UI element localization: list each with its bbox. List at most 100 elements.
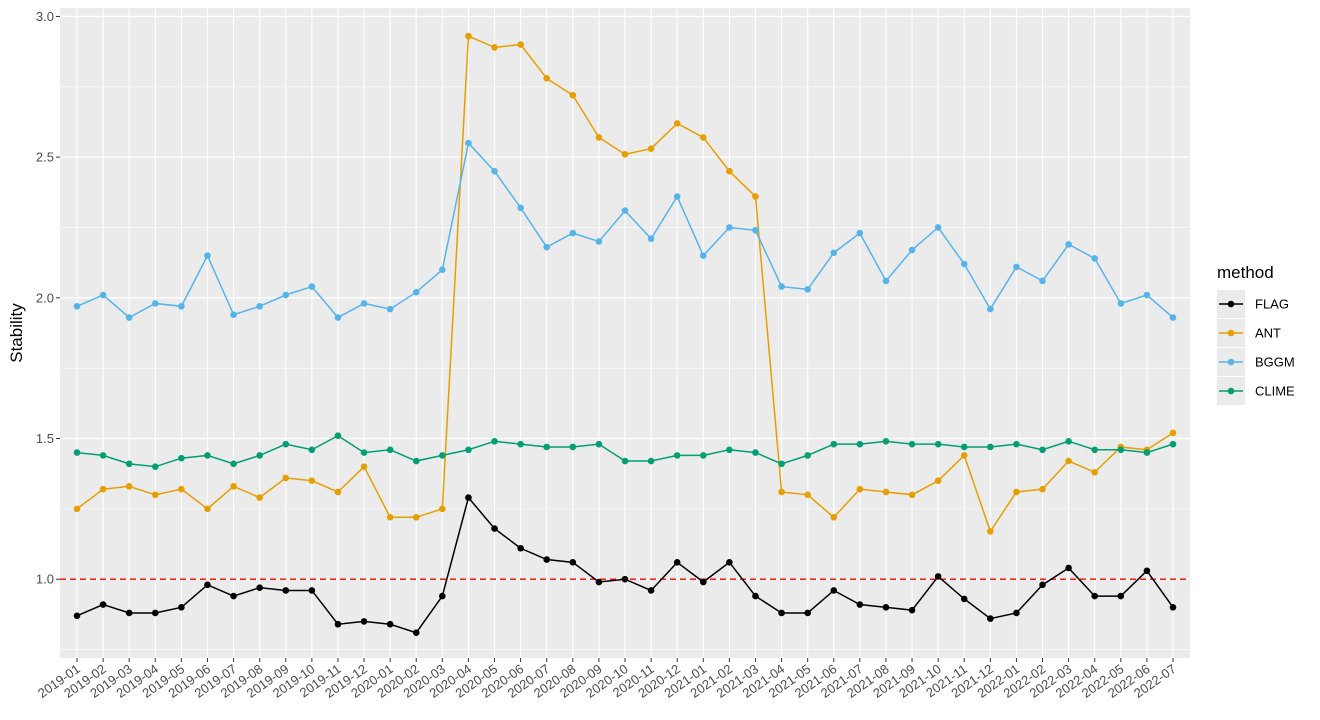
data-point-bggm: [99, 291, 107, 299]
data-point-clime: [439, 452, 446, 459]
data-point-clime: [543, 443, 551, 451]
data-point-ant: [699, 134, 707, 141]
data-point-ant: [151, 491, 159, 499]
data-point-clime: [1169, 440, 1177, 448]
data-point-ant: [412, 514, 420, 521]
data-point-ant: [1039, 485, 1046, 493]
data-point-clime: [204, 452, 211, 459]
data-point-ant: [256, 494, 263, 501]
data-point-flag: [491, 525, 498, 532]
data-point-bggm: [543, 243, 551, 251]
data-point-flag: [1117, 592, 1125, 600]
data-point-bggm: [726, 224, 733, 231]
data-point-flag: [595, 578, 603, 586]
series-clime: [73, 432, 1177, 470]
data-point-bggm: [230, 311, 237, 319]
data-point-bggm: [125, 314, 133, 321]
data-point-clime: [673, 452, 681, 459]
data-point-clime: [1039, 446, 1046, 454]
data-point-bggm: [1169, 314, 1177, 321]
data-point-ant: [1169, 429, 1177, 437]
y-tick-label: 2.0: [36, 290, 54, 305]
data-point-clime: [595, 440, 603, 448]
data-point-bggm: [934, 224, 942, 231]
data-point-bggm: [465, 139, 472, 147]
data-point-flag: [282, 587, 290, 594]
legend-label-flag: FLAG: [1255, 297, 1289, 312]
data-point-bggm: [804, 286, 811, 293]
data-point-bggm: [439, 266, 446, 273]
data-point-clime: [569, 443, 577, 451]
series-bggm: [73, 139, 1177, 321]
data-point-bggm: [647, 235, 655, 243]
data-point-flag: [543, 556, 551, 563]
data-point-clime: [1091, 446, 1099, 454]
data-point-flag: [778, 609, 785, 617]
legend-key-point-flag: [1227, 300, 1235, 308]
data-point-clime: [1013, 440, 1020, 448]
data-point-bggm: [1039, 277, 1046, 285]
data-point-ant: [752, 193, 759, 200]
data-point-ant: [386, 514, 394, 521]
data-point-clime: [1143, 449, 1151, 456]
data-point-clime: [752, 449, 759, 456]
data-point-ant: [543, 75, 551, 82]
data-point-flag: [99, 601, 107, 608]
data-point-ant: [960, 452, 968, 459]
data-point-bggm: [1013, 263, 1020, 271]
data-point-bggm: [908, 246, 916, 254]
data-point-ant: [856, 485, 864, 493]
data-point-ant: [778, 488, 785, 496]
legend: method FLAG ANT BGGM CLIME: [1217, 263, 1295, 405]
legend-item-ant: ANT: [1217, 319, 1281, 347]
data-point-flag: [178, 604, 185, 611]
data-point-ant: [360, 463, 368, 470]
data-point-bggm: [699, 252, 707, 259]
data-point-bggm: [308, 283, 316, 290]
data-point-flag: [360, 618, 368, 625]
data-point-ant: [908, 491, 916, 499]
data-point-flag: [830, 587, 838, 594]
data-point-clime: [334, 432, 342, 440]
data-point-bggm: [73, 302, 81, 310]
data-point-ant: [647, 145, 655, 152]
data-point-clime: [308, 446, 316, 454]
data-point-flag: [1169, 604, 1177, 611]
data-point-clime: [125, 460, 133, 468]
data-point-ant: [1013, 488, 1020, 496]
legend-item-flag: FLAG: [1217, 290, 1289, 318]
data-point-clime: [282, 440, 290, 448]
data-point-clime: [465, 446, 472, 454]
series-flag: [73, 494, 1177, 636]
data-point-flag: [204, 581, 211, 589]
data-point-clime: [830, 440, 838, 448]
data-point-flag: [960, 595, 968, 603]
data-point-flag: [882, 604, 890, 611]
data-point-ant: [178, 485, 185, 493]
data-point-clime: [360, 449, 368, 456]
data-point-ant: [934, 477, 942, 485]
data-point-clime: [73, 449, 81, 456]
data-point-bggm: [491, 167, 498, 175]
data-point-bggm: [334, 314, 342, 321]
data-point-ant: [491, 44, 498, 51]
data-point-flag: [804, 609, 811, 617]
data-point-ant: [1091, 468, 1099, 476]
grid-lines: [60, 8, 1190, 658]
data-point-ant: [334, 488, 342, 496]
data-point-flag: [1091, 592, 1099, 600]
data-point-bggm: [1143, 291, 1151, 299]
data-point-ant: [804, 491, 811, 499]
data-point-clime: [491, 438, 498, 445]
legend-item-clime: CLIME: [1217, 377, 1295, 405]
y-tick-label: 2.5: [36, 150, 54, 165]
data-point-bggm: [595, 238, 603, 245]
data-point-bggm: [1065, 241, 1072, 248]
data-point-ant: [73, 505, 81, 513]
data-point-ant: [308, 477, 316, 485]
data-point-ant: [517, 41, 524, 48]
data-point-flag: [647, 587, 655, 594]
data-point-flag: [987, 615, 994, 622]
data-point-ant: [282, 474, 290, 482]
